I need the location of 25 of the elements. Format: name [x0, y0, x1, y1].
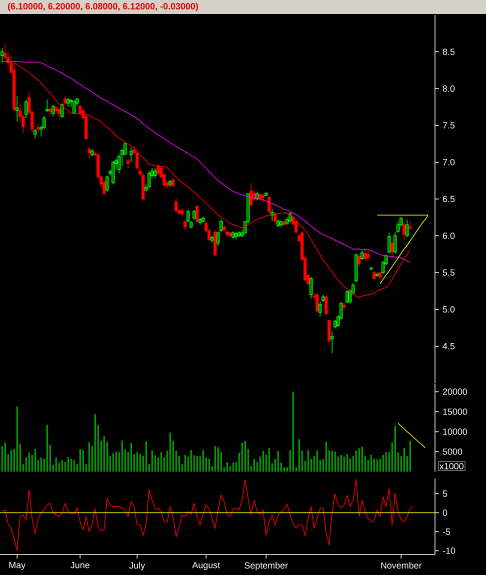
y-tick-label: 8.0 [442, 85, 455, 92]
y-tick-label: 15000 [443, 408, 468, 415]
x-tick-label: August [192, 562, 220, 570]
y-tick-label: 5 [442, 490, 448, 497]
y-tick-label: 20000 [442, 388, 468, 395]
chart-title: (6.10000, 6.20000, 6.08000, 6.12000, -0.03000) [8, 2, 198, 12]
y-tick-label: 7.0 [442, 159, 455, 166]
x-tick-label: November [381, 562, 422, 569]
x-tick-label: May [9, 562, 26, 570]
y-tick-label: 5000 [442, 448, 462, 455]
x-tick-label: September [244, 562, 288, 570]
x-tick-label: June [70, 562, 90, 568]
y-tick-label: -10 [442, 548, 456, 554]
y-tick-label: 10000 [443, 428, 468, 435]
y-tick-label: 4.5 [442, 343, 455, 350]
text: x1000 [439, 462, 464, 470]
y-tick-label: 5.0 [442, 306, 455, 313]
y-tick-label: 8.5 [442, 48, 455, 55]
y-tick-label: 6.0 [442, 232, 455, 239]
y-tick-label: 6.5 [442, 196, 455, 202]
x-tick-label: July [129, 562, 146, 570]
y-tick-label: 7.5 [442, 122, 455, 129]
y-tick-label: 0 [442, 510, 448, 516]
y-tick-label: -5 [442, 528, 450, 535]
y-tick-label: 5.5 [442, 269, 455, 276]
